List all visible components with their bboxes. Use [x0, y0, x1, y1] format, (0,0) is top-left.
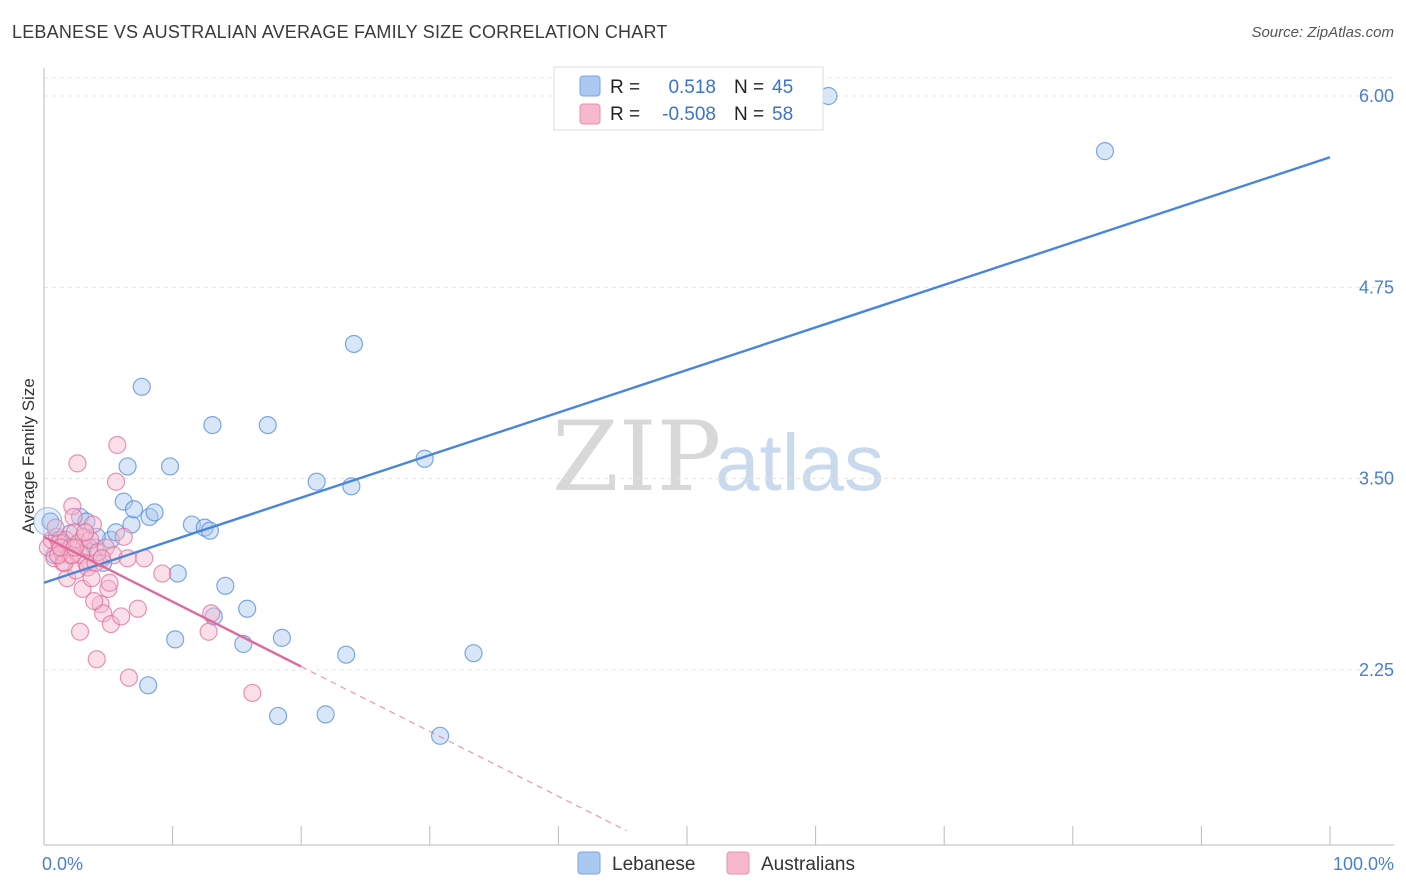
point-australians-45 [68, 454, 87, 473]
point-lebanese-30 [307, 472, 326, 491]
point-lebanese-40 [139, 676, 158, 695]
source-credit: Source: ZipAtlas.com [1251, 24, 1394, 41]
point-lebanese-9 [114, 492, 133, 511]
point-australians-41 [153, 564, 172, 583]
point-australians-35 [112, 607, 131, 626]
watermark-atlas: atlas [715, 418, 884, 507]
y-tick-label-3: 6.00 [1359, 86, 1394, 106]
point-australians-42 [199, 622, 218, 641]
point-lebanese-29 [272, 628, 292, 647]
point-lebanese-39 [1095, 142, 1115, 161]
x-tick-labels: 0.0% 100.0% [42, 854, 1394, 874]
trend-line-lebanese [43, 156, 1331, 584]
point-lebanese-31 [316, 705, 335, 724]
point-australians-30 [99, 579, 118, 598]
point-lebanese-10 [118, 457, 137, 476]
y-tick-labels: 2.25 3.50 4.75 6.00 [1359, 86, 1394, 680]
point-australians-12 [64, 507, 83, 527]
watermark-zip: ZIP [552, 401, 721, 513]
point-lebanese-23 [203, 415, 222, 435]
legend-n-label-1: N = [734, 77, 764, 98]
point-lebanese-13 [132, 377, 151, 396]
legend-r-value-2: -0.508 [662, 104, 716, 125]
legend-swatch-lebanese [579, 75, 601, 97]
x-tick-label-left: 0.0% [42, 854, 83, 874]
legend-n-value-1: 45 [772, 77, 793, 98]
watermark: ZIP atlas [552, 401, 884, 513]
point-lebanese-28 [268, 706, 288, 726]
point-lebanese-16 [160, 457, 180, 476]
legend-n-value-2: 58 [772, 104, 793, 125]
bottom-legend-swatch-lebanese [577, 851, 601, 875]
legend-r-value-1: 0.518 [668, 77, 716, 98]
point-lebanese-36 [430, 726, 450, 745]
point-australians-39 [128, 599, 147, 618]
point-australians-24 [83, 515, 102, 534]
point-australians-46 [70, 622, 90, 641]
point-australians-23 [82, 569, 101, 588]
legend-r-label-1: R = [610, 77, 640, 98]
y-tick-label-0: 2.25 [1359, 660, 1394, 680]
point-australians-38 [119, 668, 138, 687]
y-tick-label-2: 4.75 [1359, 277, 1394, 297]
chart-title: LEBANESE VS AUSTRALIAN AVERAGE FAMILY SI… [12, 22, 668, 42]
trend-line-australians-extension [300, 666, 627, 832]
point-australians-29 [96, 538, 115, 557]
point-lebanese-34 [337, 645, 356, 664]
legend: R = 0.518 N = 45 R = -0.508 N = 58 [553, 66, 824, 131]
point-lebanese-27 [258, 415, 277, 435]
legend-r-label-2: R = [610, 104, 640, 125]
trend-line-australians [43, 535, 302, 668]
point-lebanese-22 [166, 630, 185, 649]
point-australians-49 [46, 518, 65, 537]
point-lebanese-12 [124, 500, 144, 519]
point-australians-55 [100, 573, 119, 592]
point-australians-47 [87, 650, 106, 669]
point-australians-44 [243, 683, 262, 703]
point-lebanese-37 [464, 644, 483, 663]
trend-lines [43, 156, 1331, 832]
bottom-legend-swatch-australians [726, 851, 750, 875]
point-lebanese-cluster [33, 507, 63, 537]
axes [43, 68, 1394, 846]
legend-swatch-australians [579, 103, 601, 125]
y-axis-label: Average Family Size [19, 378, 38, 534]
point-lebanese-33 [344, 334, 364, 354]
point-australians-33 [106, 472, 126, 491]
point-australians-13 [65, 523, 84, 542]
grid-lines [44, 77, 1394, 671]
bottom-legend-label-australians: Australians [761, 854, 855, 875]
point-australians-53 [76, 523, 95, 542]
point-australians-34 [108, 435, 127, 455]
bottom-legend-label-lebanese: Lebanese [612, 854, 695, 875]
x-tick-label-right: 100.0% [1333, 854, 1394, 874]
point-lebanese-17 [168, 564, 187, 583]
y-tick-label-1: 3.50 [1359, 469, 1394, 489]
bottom-legend: Lebanese Australians [577, 851, 855, 875]
point-lebanese-15 [145, 503, 164, 522]
legend-n-label-2: N = [734, 104, 764, 125]
point-australians-31 [101, 614, 120, 634]
point-lebanese-26 [238, 599, 257, 618]
data-points [33, 86, 1115, 745]
point-australians-56 [85, 592, 104, 611]
point-lebanese-24 [216, 576, 235, 595]
point-australians-36 [114, 527, 133, 546]
